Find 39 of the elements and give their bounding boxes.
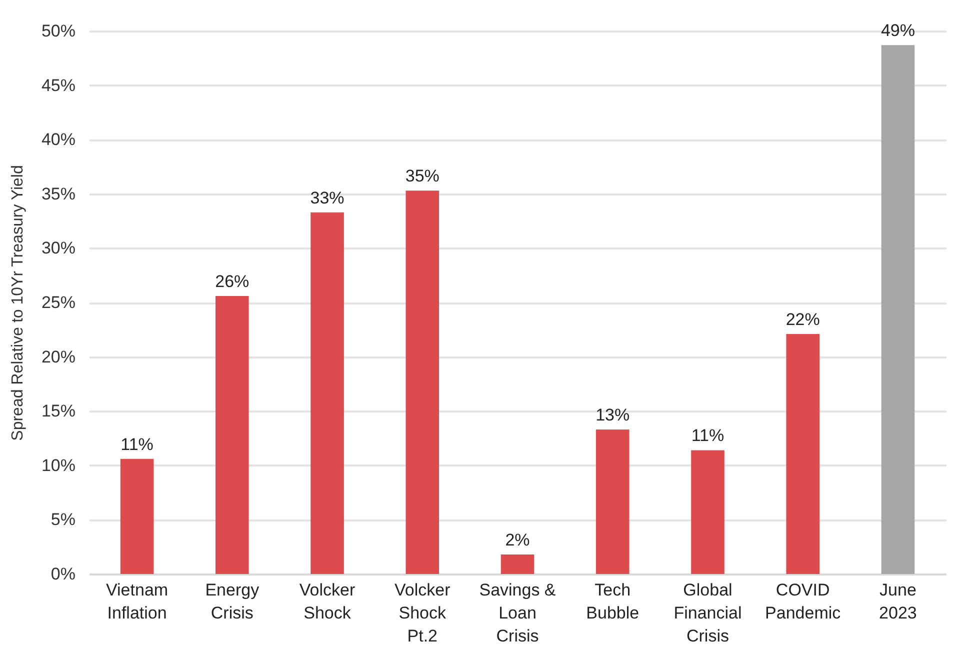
data-label: 35% xyxy=(405,166,440,186)
y-tick-label: 10% xyxy=(41,456,76,475)
data-label: 11% xyxy=(120,434,154,454)
bar xyxy=(310,212,344,574)
bar xyxy=(596,430,630,574)
y-tick-label: 35% xyxy=(41,184,76,204)
x-tick-label: Vietnam Inflation xyxy=(106,580,168,622)
x-tick-label: Global Financial Crisis xyxy=(674,580,742,646)
x-tick-label: Savings & Loan Crisis xyxy=(479,580,556,646)
data-label: 33% xyxy=(310,188,344,208)
y-axis-title: Spread Relative to 10Yr Treasury Yield xyxy=(9,165,26,441)
data-label: 2% xyxy=(505,530,530,550)
x-tick-label: Volcker Shock Pt.2 xyxy=(394,580,451,646)
y-tick-label: 15% xyxy=(41,402,76,421)
bar xyxy=(500,554,534,574)
x-tick-label: June 2023 xyxy=(879,580,917,622)
bar xyxy=(691,450,724,574)
bar xyxy=(881,45,915,574)
bar xyxy=(786,334,820,574)
x-tick-label: Energy Crisis xyxy=(205,580,260,622)
y-tick-label: 5% xyxy=(50,510,76,530)
y-tick-label: 40% xyxy=(41,130,76,150)
bar xyxy=(120,458,154,574)
y-tick-label: 50% xyxy=(41,22,76,40)
data-label: 49% xyxy=(880,21,915,40)
y-tick-label: 25% xyxy=(41,293,76,312)
bar xyxy=(406,190,440,574)
y-tick-label: 20% xyxy=(41,347,76,366)
x-tick-label: COVID Pandemic xyxy=(765,580,842,622)
data-label: 26% xyxy=(215,272,250,291)
x-tick-label: Volcker Shock xyxy=(299,580,356,622)
y-tick-label: 0% xyxy=(50,564,76,584)
x-tick-label: Tech Bubble xyxy=(586,580,640,622)
y-tick-label: 30% xyxy=(41,238,76,258)
y-tick-label: 45% xyxy=(41,76,76,95)
bar xyxy=(216,296,249,574)
data-label: 22% xyxy=(786,310,820,329)
data-label: 13% xyxy=(596,406,630,425)
data-label: 11% xyxy=(691,426,724,446)
